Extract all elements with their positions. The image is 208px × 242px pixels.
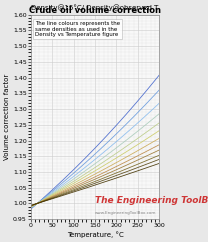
Title: Crude oil volume correction: Crude oil volume correction <box>29 6 161 15</box>
X-axis label: Temperature, °C: Temperature, °C <box>67 231 123 238</box>
Text: www.EngineeringToolBox.com: www.EngineeringToolBox.com <box>95 211 157 215</box>
Text: The line colours represents the
same densities as used in the
Density vs Tempera: The line colours represents the same den… <box>35 21 120 37</box>
Text: Density@15°C/ Density@observed T: Density@15°C/ Density@observed T <box>31 4 159 11</box>
Y-axis label: Volume correction factor: Volume correction factor <box>4 74 10 160</box>
Text: The Engineering ToolBox: The Engineering ToolBox <box>95 196 208 205</box>
